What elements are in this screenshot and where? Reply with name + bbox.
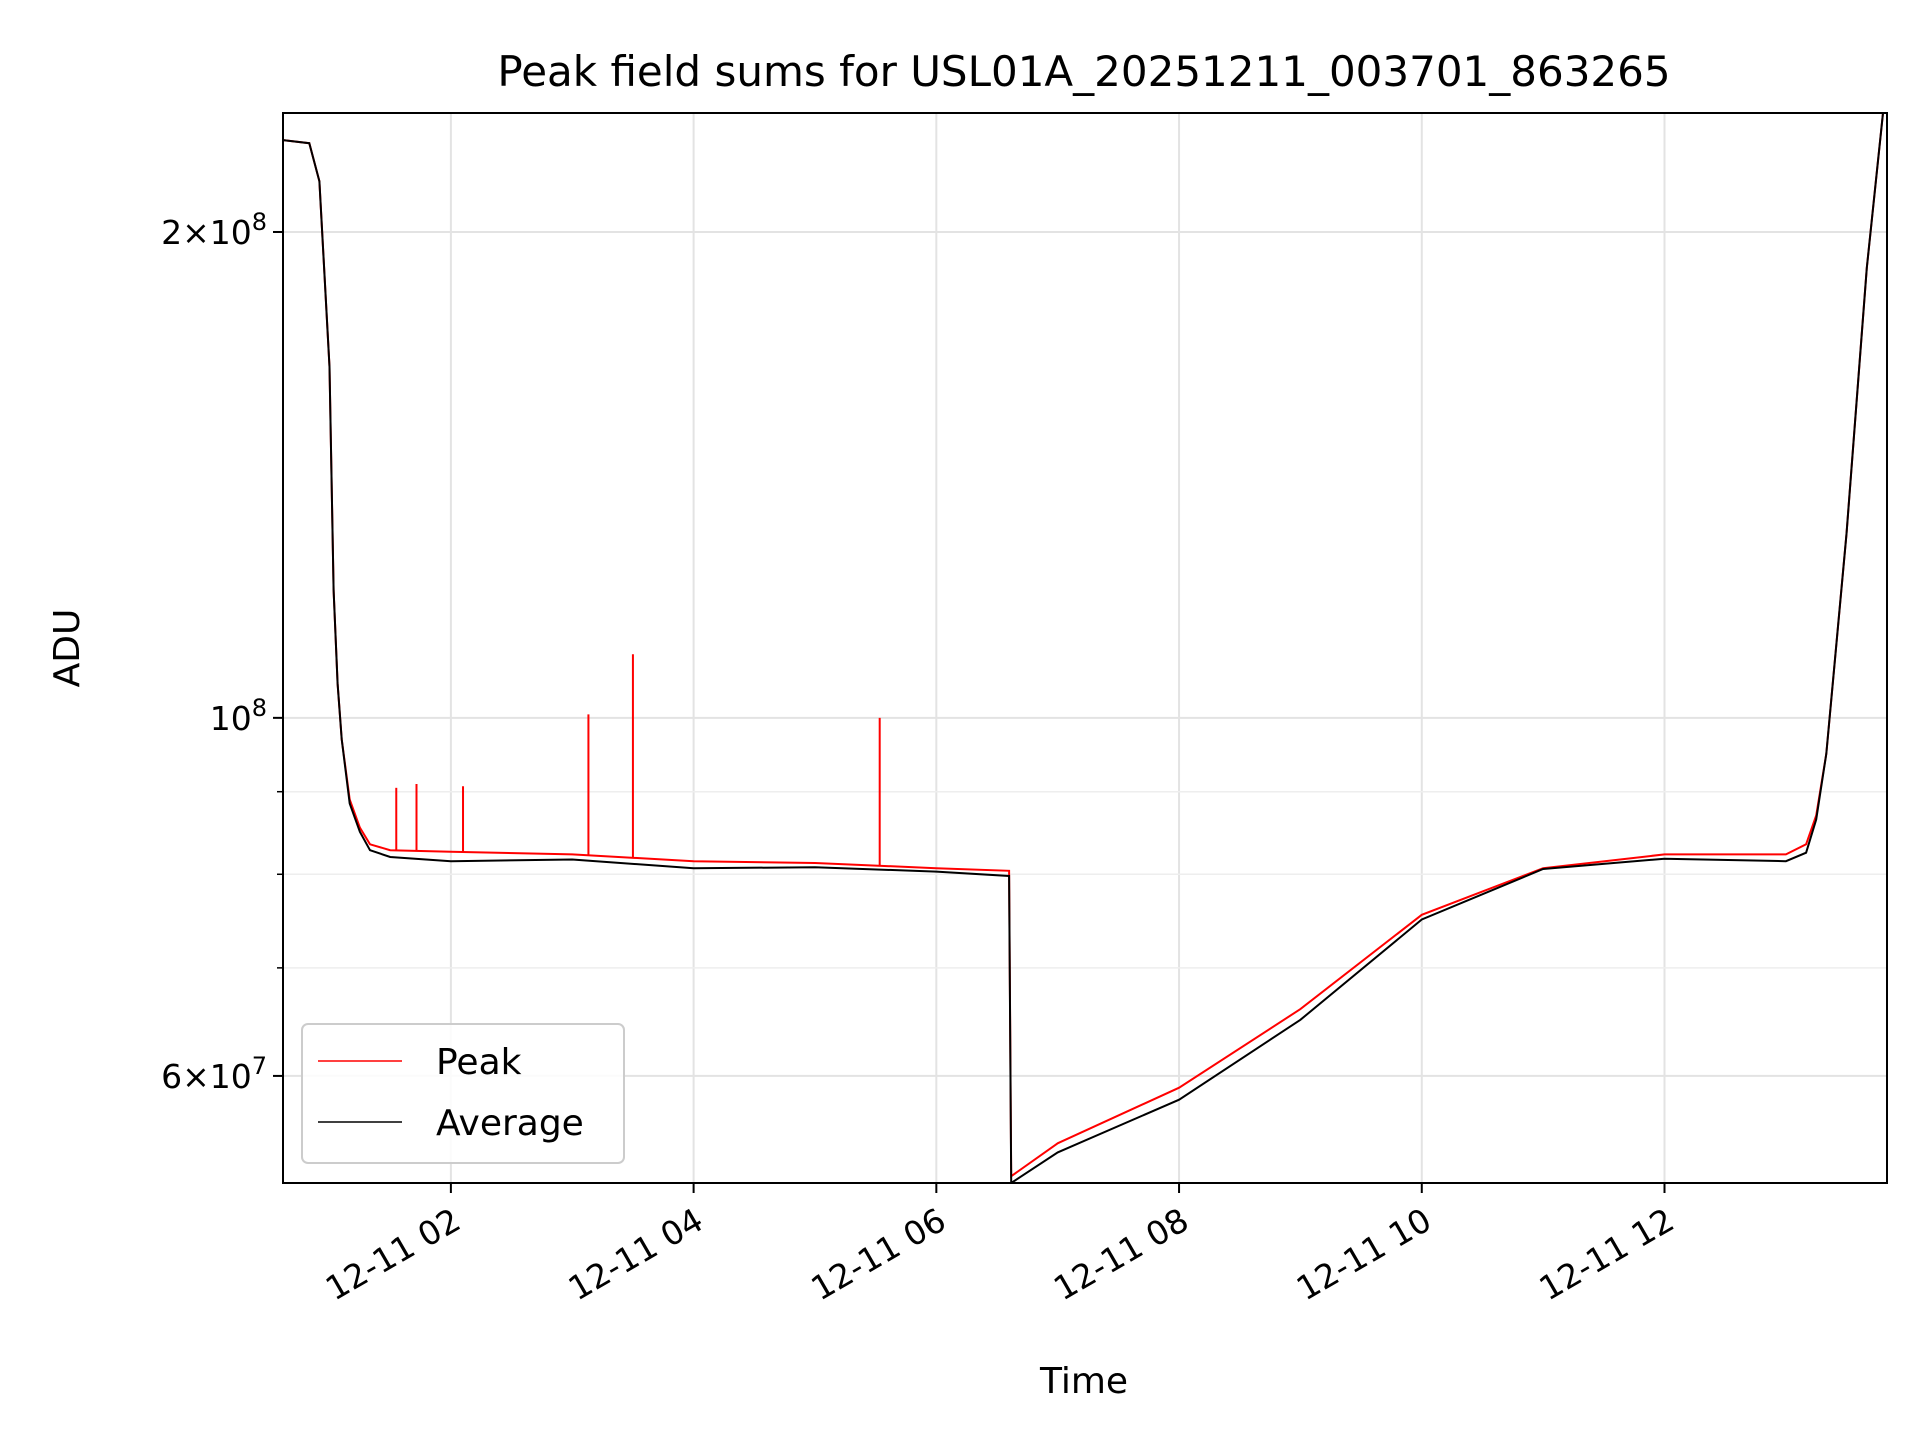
- legend-label-peak: Peak: [436, 1042, 522, 1083]
- chart-title: Peak field sums for USL01A_20251211_0037…: [497, 47, 1670, 96]
- y-tick-label: 6×107: [161, 1052, 267, 1096]
- y-axis: 2×108 108 6×107: [161, 208, 283, 1096]
- legend-label-average: Average: [436, 1103, 584, 1144]
- y-tick-label: 108: [210, 694, 267, 738]
- legend: Peak Average: [301, 1023, 625, 1164]
- y-axis-label: ADU: [47, 609, 88, 688]
- x-axis-label: Time: [1039, 1361, 1128, 1402]
- plot-frame: [282, 112, 1888, 1184]
- series-layer: [283, 113, 1884, 1183]
- y-tick-label: 2×108: [161, 208, 267, 252]
- legend-box: [301, 1023, 625, 1164]
- series-line-average: [283, 113, 1884, 1183]
